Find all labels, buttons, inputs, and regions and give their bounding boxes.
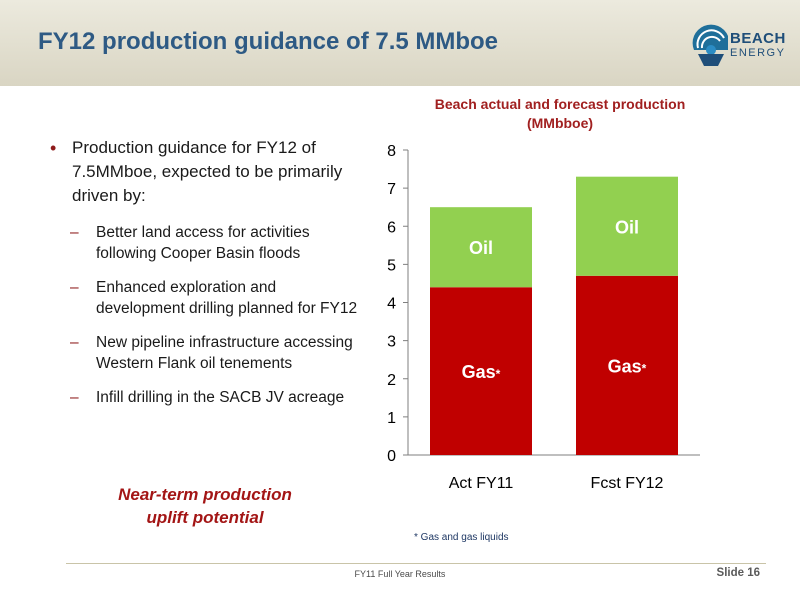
bar-label-gas: Gas* bbox=[462, 362, 501, 382]
bar-segment-oil bbox=[430, 207, 532, 288]
bar-label-oil: Oil bbox=[615, 217, 639, 237]
bar-label-oil: Oil bbox=[469, 238, 493, 258]
bar-segment-oil bbox=[576, 176, 678, 276]
chart-title-line-1: Beach actual and forecast production bbox=[434, 96, 686, 112]
beach-energy-logo: BEACH ENERGY bbox=[690, 14, 795, 76]
sub-bullet-text: Enhanced exploration and development dri… bbox=[96, 279, 358, 317]
y-tick-label: 3 bbox=[387, 334, 396, 351]
sub-bullet-item: – New pipeline infrastructure accessing … bbox=[48, 332, 368, 374]
sub-bullet-text: New pipeline infrastructure accessing We… bbox=[96, 334, 353, 372]
slide-number: Slide 16 bbox=[716, 567, 760, 579]
x-category-label: Fcst FY12 bbox=[591, 475, 664, 492]
chart-title: Beach actual and forecast production (MM… bbox=[415, 95, 705, 133]
sub-bullet-text: Better land access for activities follow… bbox=[96, 224, 310, 262]
bar-label-gas: Gas* bbox=[608, 356, 647, 376]
bar-segment-gas bbox=[576, 275, 678, 455]
callout-line-2: uplift potential bbox=[146, 508, 264, 527]
y-tick-label: 6 bbox=[387, 219, 396, 236]
footer-divider bbox=[66, 563, 766, 564]
y-tick-label: 4 bbox=[387, 296, 396, 313]
bullet-dot-icon: • bbox=[50, 138, 57, 158]
callout-text: Near-term production uplift potential bbox=[100, 483, 310, 529]
bar-segment-gas bbox=[430, 287, 532, 455]
y-tick-label: 7 bbox=[387, 181, 396, 198]
y-tick-label: 5 bbox=[387, 257, 396, 274]
dash-bullet-icon: – bbox=[70, 334, 79, 351]
sub-bullet-item: – Enhanced exploration and development d… bbox=[48, 277, 368, 319]
y-tick-label: 2 bbox=[387, 372, 396, 389]
y-tick-label: 1 bbox=[387, 410, 396, 427]
bullet-main-text: Production guidance for FY12 of 7.5MMboe… bbox=[72, 138, 343, 205]
slide-title: FY12 production guidance of 7.5 MMboe bbox=[38, 28, 499, 55]
dash-bullet-icon: – bbox=[70, 224, 79, 241]
chart-footnote: * Gas and gas liquids bbox=[414, 532, 509, 543]
logo-text-sub: ENERGY bbox=[730, 47, 786, 59]
y-tick-label: 8 bbox=[387, 143, 396, 160]
bullet-list: • Production guidance for FY12 of 7.5MMb… bbox=[48, 136, 368, 421]
dash-bullet-icon: – bbox=[70, 389, 79, 406]
sub-bullet-text: Infill drilling in the SACB JV acreage bbox=[96, 389, 345, 406]
production-chart: 0 1 2 3 4 5 6 7 8 Gas* Oil Act FY11 Gas* Oil Fcst FY12 bbox=[387, 143, 700, 492]
logo-emblem-icon bbox=[692, 24, 728, 66]
sub-bullet-list: – Better land access for activities foll… bbox=[48, 222, 368, 408]
footer-title: FY11 Full Year Results bbox=[354, 569, 446, 579]
x-category-label: Act FY11 bbox=[449, 475, 514, 492]
callout-line-1: Near-term production bbox=[118, 485, 292, 504]
slide-header: FY12 production guidance of 7.5 MMboe BE… bbox=[0, 0, 800, 86]
chart-title-line-2: (MMbboe) bbox=[526, 115, 594, 131]
bullet-main-item: • Production guidance for FY12 of 7.5MMb… bbox=[48, 136, 368, 208]
y-tick-label: 0 bbox=[387, 448, 396, 465]
sub-bullet-item: – Better land access for activities foll… bbox=[48, 222, 368, 264]
sub-bullet-item: – Infill drilling in the SACB JV acreage bbox=[48, 387, 368, 408]
dash-bullet-icon: – bbox=[70, 279, 79, 296]
logo-text-brand: BEACH bbox=[730, 30, 786, 47]
